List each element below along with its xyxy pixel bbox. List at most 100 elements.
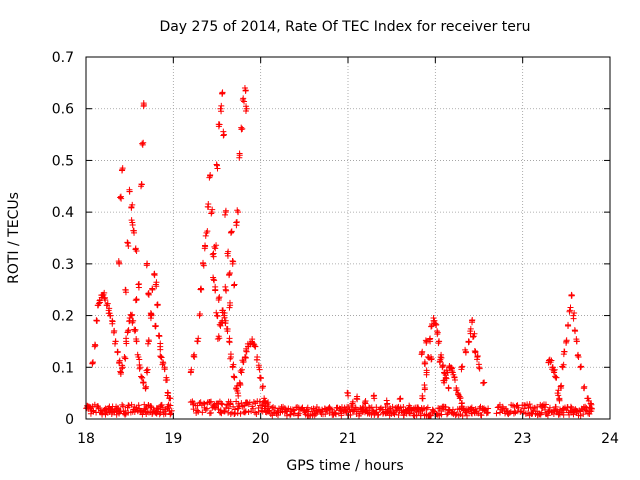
data-point (493, 410, 500, 417)
data-point (567, 403, 574, 410)
data-point (114, 405, 121, 412)
data-point (574, 352, 581, 359)
data-point (580, 411, 587, 418)
data-point (443, 367, 450, 374)
data-point (246, 399, 253, 406)
data-point (588, 405, 595, 412)
data-point (154, 301, 161, 308)
data-point (362, 397, 369, 404)
data-point (208, 398, 215, 405)
data-point (200, 400, 207, 407)
data-point (212, 404, 219, 411)
data-point (202, 407, 209, 414)
data-point (143, 262, 150, 269)
data-point (224, 252, 231, 259)
data-point (138, 181, 145, 188)
y-tick-label: 0.2 (52, 309, 74, 325)
data-point (223, 287, 230, 294)
chart-title: Day 275 of 2014, Rate Of TEC Index for r… (159, 19, 530, 35)
data-point (129, 222, 136, 229)
data-point (145, 290, 152, 297)
data-point (128, 204, 135, 211)
x-tick-label: 24 (601, 431, 619, 447)
x-tick-label: 20 (252, 431, 270, 447)
data-point (87, 405, 94, 412)
data-point (95, 300, 102, 307)
data-point (551, 366, 558, 373)
data-point (157, 409, 164, 416)
data-point (164, 389, 171, 396)
data-point (215, 295, 222, 302)
data-point (140, 101, 147, 108)
data-point (133, 336, 140, 343)
data-point (546, 356, 553, 363)
data-point (218, 108, 225, 115)
data-point (552, 373, 559, 380)
data-point (563, 339, 570, 346)
data-point (474, 353, 481, 360)
data-point (148, 310, 155, 317)
data-point (167, 402, 174, 409)
data-point (138, 373, 145, 380)
data-point (577, 363, 584, 370)
data-point (256, 366, 263, 373)
data-point (546, 404, 553, 411)
data-point (209, 251, 216, 258)
data-point (200, 262, 207, 269)
data-point (451, 373, 458, 380)
data-point (226, 335, 233, 342)
data-point (430, 407, 437, 414)
data-point (242, 355, 249, 362)
data-point (255, 362, 262, 369)
data-point (116, 357, 123, 364)
data-point (428, 323, 435, 330)
data-point (448, 364, 455, 371)
data-point (391, 411, 398, 418)
data-point (344, 389, 351, 396)
data-point (238, 369, 245, 376)
x-axis-ticks: 18 19 20 21 22 23 24 (77, 57, 619, 447)
data-point (222, 211, 229, 218)
data-point (567, 304, 574, 311)
data-point (405, 405, 412, 412)
data-point (131, 326, 138, 333)
data-point (374, 412, 381, 419)
data-point (128, 217, 135, 224)
data-point (469, 319, 476, 326)
data-point (96, 297, 103, 304)
data-point (194, 407, 201, 414)
data-point (167, 411, 174, 418)
data-point (395, 411, 402, 418)
data-point (375, 411, 382, 418)
data-point (526, 401, 533, 408)
data-point (481, 379, 488, 386)
data-point (94, 317, 101, 324)
data-point (160, 360, 167, 367)
data-point (257, 375, 264, 382)
y-tick-label: 0.3 (52, 257, 74, 273)
data-point (199, 409, 206, 416)
data-point (553, 374, 560, 381)
data-point (463, 409, 470, 416)
data-point (111, 340, 118, 347)
data-point (283, 408, 290, 415)
data-point (426, 336, 433, 343)
data-point (242, 107, 249, 114)
data-point (241, 98, 248, 105)
data-point (230, 373, 237, 380)
data-point (167, 395, 174, 402)
data-point (132, 246, 139, 253)
data-point (428, 321, 435, 328)
data-point (422, 337, 429, 344)
data-point (250, 398, 257, 405)
data-point (252, 343, 259, 350)
data-point (133, 247, 140, 254)
data-point (214, 335, 221, 342)
y-tick-label: 0.7 (52, 50, 74, 66)
data-point (120, 403, 127, 410)
data-point (111, 327, 118, 334)
data-point (89, 360, 96, 367)
data-point (418, 351, 425, 358)
data-point (129, 311, 136, 318)
data-point (469, 334, 476, 341)
